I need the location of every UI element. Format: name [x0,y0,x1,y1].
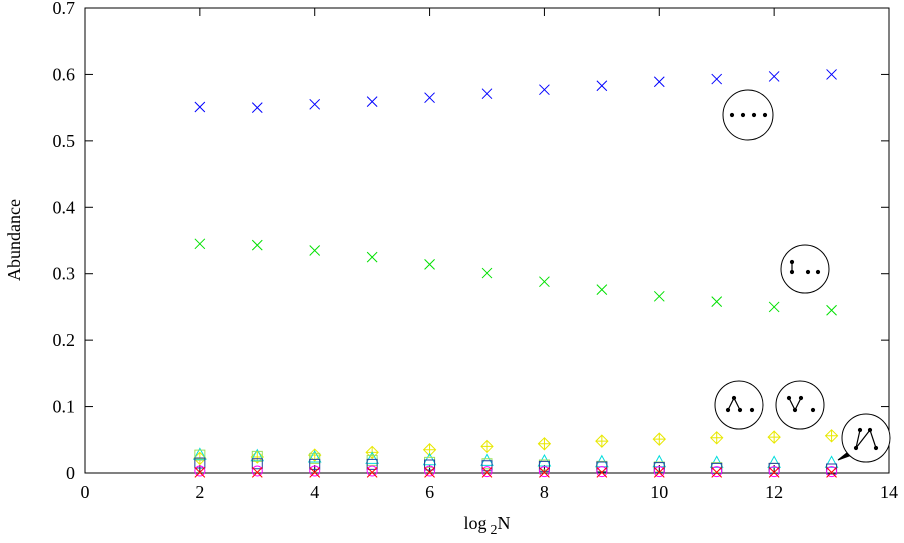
point [251,465,263,477]
x-label-part: log [463,513,486,533]
point [481,466,493,478]
point [711,73,723,85]
x-tick-label: 6 [425,482,434,502]
x-tick-label: 0 [81,482,90,502]
point [539,84,550,96]
point [767,430,781,444]
point [767,455,781,468]
x-tick-label: 10 [650,482,668,502]
point [424,92,435,104]
point [251,102,263,113]
point [539,276,550,288]
point [366,251,378,263]
point [307,450,322,463]
motif-circle [714,380,764,430]
y-tick-label: 0.1 [53,397,76,417]
point [768,301,780,313]
point [194,238,206,250]
point [711,466,723,478]
point [596,284,608,296]
point [711,296,723,307]
point [653,76,665,88]
point [422,452,437,466]
point [193,447,207,460]
point [595,434,609,448]
y-tick-label: 0.2 [53,330,76,350]
point [250,448,265,462]
point [824,429,839,443]
point [251,239,263,251]
point [596,80,608,92]
point [768,466,780,478]
point [481,267,493,279]
point [424,466,435,478]
point [652,432,666,446]
motif-insets [714,89,891,463]
y-tick-label: 0.3 [53,264,76,284]
x-tick-label: 2 [195,482,204,502]
point [653,466,665,478]
y-tick-label: 0.6 [53,64,76,84]
point [309,98,321,110]
point [768,71,780,82]
x-label-part: N [498,513,511,533]
point [709,455,724,468]
y-tick-label: 0 [66,463,75,483]
point [539,466,550,478]
motif-circle [841,413,891,463]
point [366,96,378,108]
motif-circle [780,244,830,294]
point [596,466,608,478]
point [826,304,837,316]
point [365,451,379,464]
point [537,437,552,451]
point [480,453,494,466]
y-axis-label: Abundance [4,199,24,281]
point [826,466,837,478]
motif-icons [725,112,879,451]
plot-frame [84,7,890,474]
x-tick-label: 12 [765,482,783,502]
point [309,466,321,478]
point [826,69,837,80]
x-label-subscript: 2 [491,523,498,538]
point [194,101,206,113]
y-tick-label: 0.4 [53,197,76,217]
point [251,466,263,478]
point [653,290,665,302]
point [481,88,493,100]
x-tick-label: 8 [540,482,549,502]
point [537,453,552,467]
point [710,431,724,445]
y-tick-label: 0.5 [53,131,76,151]
motif-circle [775,380,825,430]
point [824,455,839,468]
x-tick-label: 4 [310,482,319,502]
point [194,466,206,478]
point [366,465,378,477]
point [424,259,435,270]
point [309,245,321,256]
y-tick-label: 0.7 [53,0,76,18]
x-axis-label: log 2N [463,513,510,538]
point [366,466,378,478]
point [480,439,494,454]
x-tick-label: 14 [880,482,898,502]
motif-circle [722,89,774,141]
